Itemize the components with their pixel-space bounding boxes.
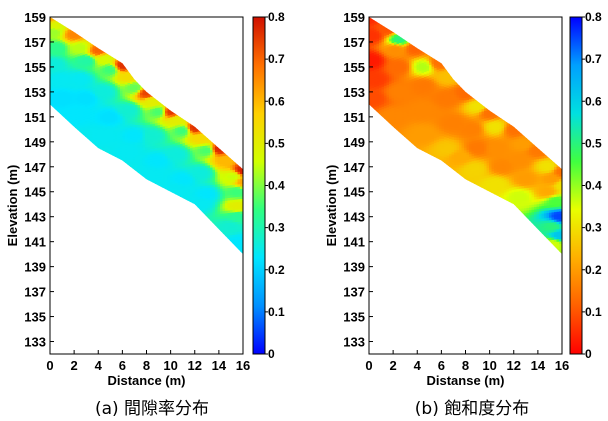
panel-porosity: 0 2 4 6 8 10 12 14 16 159 157 155 153 151 149 147 145 143… [5,10,285,419]
y-tick-label: 147 [24,160,46,175]
y-tick-label: 133 [24,335,46,350]
colorbar-tick-label: 0.4 [585,179,602,193]
x-tick-label: 0 [365,358,372,373]
x-tick-label: 2 [390,358,397,373]
y-tick-label: 151 [24,110,46,125]
colorbar-tick-label: 0 [268,347,275,361]
y-tick-label: 133 [343,335,365,350]
y-tick-label: 153 [24,85,46,100]
x-tick-label: 6 [438,358,445,373]
y-tick-label: 157 [24,35,46,50]
y-tick-label: 137 [24,285,46,300]
colorbar-tick-label: 0.2 [585,263,602,277]
colorbar-tick-label: 0.1 [585,305,602,319]
colorbar-tick-label: 0.2 [268,263,285,277]
y-tick-label: 149 [343,135,365,150]
y-tick-label: 141 [343,235,365,250]
panel-caption: (a) 間隙率分布 [95,399,209,419]
x-tick-label: 10 [163,358,177,373]
y-tick-label: 143 [24,210,46,225]
y-tick-label: 155 [343,60,365,75]
x-tick-label: 8 [462,358,469,373]
colorbar-tick-label: 0.3 [268,221,285,235]
y-tick-label: 139 [343,260,365,275]
colorbar-tick-label: 0.6 [268,94,285,108]
colorbar-tick-label: 0.5 [585,136,602,150]
x-tick-label: 12 [188,358,202,373]
y-tick-label: 149 [24,135,46,150]
x-tick-label: 10 [482,358,496,373]
y-tick-label: 155 [24,60,46,75]
y-tick-label: 157 [343,35,365,50]
x-axis-label: Distance (m) [107,373,185,388]
y-tick-label: 151 [343,110,365,125]
x-tick-label: 16 [555,358,569,373]
y-tick-label: 153 [343,85,365,100]
y-tick-label: 145 [24,185,46,200]
panel-saturation: 0 2 4 6 8 10 12 14 16 159 157 155 153 151 149 147 145 143… [324,10,602,419]
y-tick-label: 159 [343,10,365,25]
y-tick-label: 135 [24,310,46,325]
y-tick-label: 141 [24,235,46,250]
field-raster [369,17,562,255]
x-tick-label: 2 [71,358,78,373]
x-tick-label: 14 [212,358,227,373]
colorbar-tick-label: 0.8 [268,10,285,24]
x-tick-label: 12 [507,358,521,373]
colorbar-tick-label: 0.1 [268,305,285,319]
y-tick-label: 159 [24,10,46,25]
y-tick-label: 143 [343,210,365,225]
colorbar-tick-label: 0.4 [268,179,285,193]
x-tick-label: 4 [95,358,103,373]
y-tick-label: 135 [343,310,365,325]
panel-caption: (b) 飽和度分布 [415,399,529,419]
x-tick-label: 6 [119,358,126,373]
colorbar [569,16,583,355]
colorbar-tick-label: 0.6 [585,94,602,108]
y-axis-label: Elevation (m) [5,165,20,247]
colorbar [252,16,266,355]
x-tick-label: 16 [236,358,250,373]
colorbar-tick-label: 0.3 [585,221,602,235]
x-tick-label: 8 [143,358,150,373]
x-tick-label: 14 [531,358,546,373]
y-tick-label: 137 [343,285,365,300]
y-tick-label: 139 [24,260,46,275]
x-axis-label: Distanse (m) [426,373,504,388]
colorbar-tick-label: 0 [585,347,592,361]
y-tick-label: 145 [343,185,365,200]
x-tick-label: 4 [414,358,422,373]
colorbar-tick-label: 0.7 [585,52,602,66]
colorbar-tick-label: 0.7 [268,52,285,66]
colorbar-tick-label: 0.5 [268,136,285,150]
y-axis-label: Elevation (m) [324,165,339,247]
colorbar-tick-label: 0.8 [585,10,602,24]
field-raster [50,17,243,255]
x-tick-label: 0 [46,358,53,373]
y-tick-label: 147 [343,160,365,175]
